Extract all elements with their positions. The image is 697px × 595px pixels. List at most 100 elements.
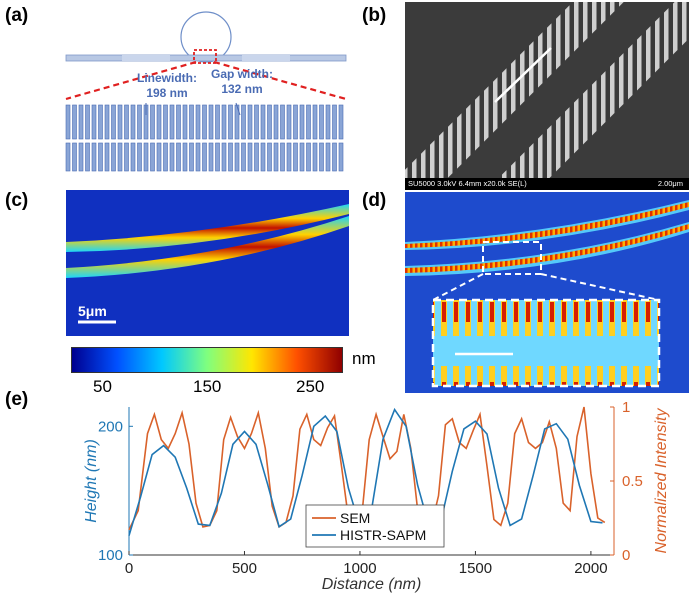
panel-label-a: (a) bbox=[5, 5, 29, 26]
grating-bar bbox=[117, 142, 123, 172]
grating-bar bbox=[78, 142, 84, 172]
legend-label: SEM bbox=[340, 510, 370, 526]
grating-bar bbox=[332, 104, 337, 140]
grating-bar bbox=[65, 104, 71, 140]
d-zoom-line-right bbox=[540, 273, 660, 301]
grating-bar bbox=[169, 142, 175, 172]
grating-bar bbox=[312, 104, 318, 140]
d-band-top-halo bbox=[405, 200, 689, 250]
grating-bar bbox=[65, 142, 71, 172]
intensity-map-panel bbox=[405, 192, 689, 393]
y-axis-left-label: Height (nm) bbox=[83, 439, 100, 523]
map-band-bottom bbox=[66, 216, 349, 278]
grating-bar bbox=[202, 142, 207, 172]
linewidth-label: Linewidth: 198 nm bbox=[137, 71, 197, 100]
grating-bar bbox=[267, 142, 272, 172]
zoom-line-right bbox=[213, 60, 347, 101]
grating-bar bbox=[202, 104, 207, 140]
zoom-line-left bbox=[65, 60, 197, 101]
grating-bar bbox=[221, 104, 227, 140]
grating-bar bbox=[150, 104, 155, 140]
grating-bar bbox=[156, 142, 162, 172]
grating-bar bbox=[156, 104, 162, 140]
grating-bar bbox=[215, 142, 220, 172]
x-tick-label: 500 bbox=[232, 560, 257, 577]
grating-bar bbox=[254, 142, 259, 172]
sem-image bbox=[405, 2, 689, 190]
legend-box bbox=[305, 504, 445, 548]
zoom-box bbox=[193, 49, 217, 64]
colorbar-unit: nm bbox=[352, 349, 376, 368]
x-tick-label: 1500 bbox=[459, 560, 492, 577]
grating-bar bbox=[325, 104, 331, 140]
panel-label-e: (e) bbox=[5, 389, 29, 410]
grating-bar bbox=[280, 104, 285, 140]
sem-grating-1 bbox=[405, 2, 662, 190]
grating-bar bbox=[72, 104, 77, 140]
grating-bar bbox=[260, 142, 266, 172]
grating-row-top bbox=[65, 104, 344, 140]
grating-bar bbox=[137, 104, 142, 140]
ring-resonator bbox=[180, 11, 232, 63]
grating-bar bbox=[208, 104, 214, 140]
grating-bar bbox=[228, 104, 233, 140]
grating-bar bbox=[91, 142, 97, 172]
grating-bar bbox=[273, 142, 279, 172]
colorbar-tick-50: 50 bbox=[93, 377, 112, 396]
sem-profile-line bbox=[494, 47, 552, 103]
grating-bar bbox=[260, 104, 266, 140]
y-left-tick-label: 200 bbox=[98, 418, 123, 435]
grating-bar bbox=[273, 104, 279, 140]
d-zoom-inset bbox=[433, 300, 659, 386]
grating-bar bbox=[169, 104, 175, 140]
gapwidth-label: Gap width: 132 nm bbox=[211, 67, 273, 96]
grating-bar bbox=[189, 142, 194, 172]
grating-bar bbox=[332, 142, 337, 172]
grating-bar bbox=[163, 104, 168, 140]
grating-bar bbox=[130, 104, 136, 140]
grating-bar bbox=[78, 104, 84, 140]
grating-bar bbox=[98, 142, 103, 172]
bus-waveguide bbox=[65, 54, 347, 62]
grating-bar bbox=[247, 104, 253, 140]
gap-pointer bbox=[235, 102, 241, 116]
taper-left bbox=[122, 55, 170, 61]
grating-bar bbox=[221, 142, 227, 172]
map-band-top bbox=[66, 204, 349, 252]
sem-image-panel: SU5000 3.0kV 6.4mm x20.0k SE(L) 2.00μm bbox=[405, 2, 689, 190]
grating-bar bbox=[267, 104, 272, 140]
grating-bar bbox=[143, 142, 149, 172]
d-zoom-box bbox=[482, 241, 542, 275]
grating-bar bbox=[319, 142, 324, 172]
colorbar-tick-150: 150 bbox=[193, 377, 222, 396]
grating-bar bbox=[85, 142, 90, 172]
x-tick-label: 2000 bbox=[574, 560, 607, 577]
grating-bar bbox=[319, 104, 324, 140]
grating-bar bbox=[182, 142, 188, 172]
grating-bar bbox=[91, 104, 97, 140]
grating-bar bbox=[286, 142, 292, 172]
grating-schematic bbox=[65, 11, 347, 172]
grating-bar bbox=[247, 142, 253, 172]
grating-bar bbox=[124, 142, 129, 172]
grating-bar bbox=[254, 104, 259, 140]
grating-bar bbox=[137, 142, 142, 172]
grating-bar bbox=[293, 142, 298, 172]
colorbar bbox=[71, 347, 343, 373]
grating-bar bbox=[104, 142, 110, 172]
colorbar-tick-250: 250 bbox=[296, 377, 325, 396]
x-tick-label: 1000 bbox=[343, 560, 376, 577]
grating-bar bbox=[306, 104, 311, 140]
grating-bar bbox=[111, 104, 116, 140]
grating-row-bottom bbox=[65, 142, 344, 172]
x-axis-label: Distance (nm) bbox=[322, 576, 422, 593]
y-left-tick-label: 100 bbox=[98, 547, 123, 564]
grating-bar bbox=[189, 104, 194, 140]
grating-bar bbox=[130, 142, 136, 172]
grating-bar bbox=[241, 142, 246, 172]
grating-bar bbox=[299, 104, 305, 140]
map-scale-label: 5μm bbox=[78, 303, 107, 319]
grating-bar bbox=[72, 142, 77, 172]
sem-info-text: SU5000 3.0kV 6.4mm x20.0k SE(L) bbox=[408, 179, 527, 188]
grating-bar bbox=[280, 142, 285, 172]
